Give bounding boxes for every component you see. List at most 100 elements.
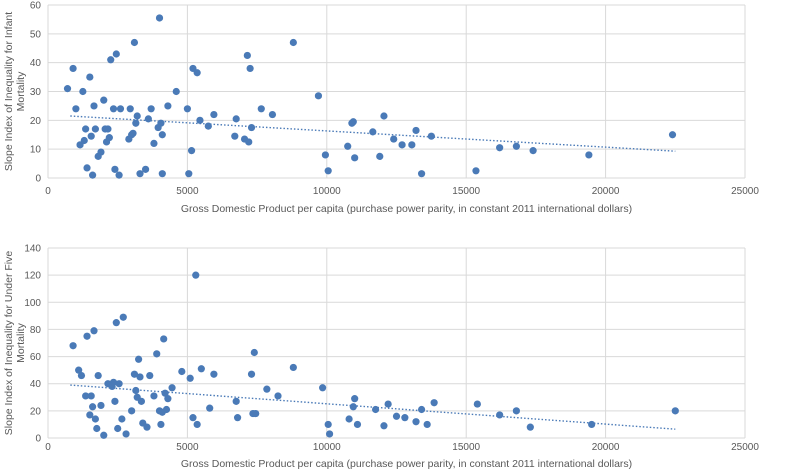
y-tick-label: 120 (24, 271, 41, 282)
data-point (109, 105, 118, 113)
data-point (268, 110, 277, 119)
y-tick-label: 80 (30, 325, 42, 336)
data-point (93, 424, 101, 433)
y-axis-title-line: Mortality (15, 71, 27, 111)
data-point (143, 423, 151, 431)
data-point (122, 430, 130, 438)
y-axis-title-line: Mortality (15, 322, 27, 362)
y-tick-label: 20 (30, 116, 42, 127)
data-point (324, 167, 332, 175)
data-point (473, 400, 481, 408)
data-point (164, 102, 172, 110)
data-point (178, 367, 186, 376)
data-point (162, 405, 171, 414)
data-point (150, 392, 158, 400)
data-point (104, 125, 112, 133)
data-point (161, 389, 169, 397)
chart-bottom: 0 20 40 60 80 100 120 140 0 5000 10000 15000 20000 25… (3, 244, 759, 471)
data-point (412, 418, 420, 426)
y-axis-title-line: Slope Index of Inequality for Infant (3, 12, 15, 171)
data-point (512, 407, 520, 415)
y-tick-label: 20 (30, 406, 42, 417)
data-point (63, 85, 72, 93)
data-point (107, 56, 115, 64)
x-tick-label: 10000 (313, 186, 341, 197)
y-axis-title: Slope Index of Inequality for InfantMort… (3, 12, 27, 171)
data-point (82, 125, 90, 133)
data-point (668, 131, 677, 139)
y-tick-label: 100 (24, 298, 41, 309)
data-point (189, 414, 197, 422)
y-tick-label: 0 (35, 174, 41, 185)
data-point (97, 148, 105, 156)
data-point (423, 420, 431, 429)
data-point (344, 142, 352, 150)
data-point (135, 355, 143, 363)
data-point (89, 403, 97, 411)
data-point (380, 422, 388, 430)
data-point (197, 365, 205, 373)
data-point (289, 363, 297, 372)
y-axis-title-line: Slope Index of Inequality for Under Five (3, 251, 15, 436)
data-point (72, 105, 80, 113)
data-point (324, 420, 332, 429)
data-point (245, 138, 253, 146)
x-axis-title: Gross Domestic Product per capita (purch… (181, 203, 632, 215)
data-point (82, 392, 90, 400)
data-point (105, 134, 113, 142)
data-point (128, 407, 136, 415)
data-point (90, 327, 98, 335)
y-tick-label: 60 (30, 352, 42, 363)
data-point (136, 373, 144, 381)
data-point (380, 112, 388, 120)
data-point (115, 380, 123, 388)
data-point (376, 152, 384, 160)
data-point (164, 395, 172, 403)
data-point (206, 404, 214, 412)
data-point (130, 370, 139, 378)
data-point (250, 348, 258, 357)
data-point (187, 147, 196, 155)
data-point (100, 431, 108, 439)
data-point (115, 171, 123, 179)
data-point (146, 371, 154, 380)
data-point (119, 313, 127, 321)
data-point (155, 14, 164, 22)
data-point (109, 378, 118, 386)
data-point (150, 139, 158, 147)
data-point (231, 132, 239, 140)
y-tick-label: 140 (24, 244, 41, 255)
data-point (263, 385, 271, 393)
x-tick-label: 25000 (731, 186, 759, 197)
data-point (91, 415, 99, 423)
data-point (172, 87, 180, 96)
data-point (427, 132, 435, 140)
data-point (351, 395, 359, 403)
data-point (83, 164, 91, 172)
data-point (91, 125, 99, 133)
data-point (168, 384, 176, 392)
y-tick-label: 30 (30, 87, 42, 98)
data-point (137, 397, 145, 405)
data-point (247, 123, 256, 132)
y-axis-title: Slope Index of Inequality for Under Five… (3, 251, 27, 436)
data-point (132, 119, 140, 127)
data-point (210, 110, 218, 119)
data-point (69, 342, 77, 350)
data-point (116, 105, 125, 113)
y-tick-label: 40 (30, 58, 42, 69)
data-point (136, 170, 144, 178)
x-tick-label: 15000 (452, 186, 480, 197)
data-point (129, 129, 137, 137)
data-point (118, 415, 126, 423)
x-tick-label: 10000 (313, 442, 341, 453)
data-point (371, 405, 380, 414)
data-point (86, 411, 94, 419)
x-tick-label: 0 (45, 442, 51, 453)
data-point (345, 415, 353, 423)
data-point (252, 409, 260, 418)
x-tick-label: 20000 (592, 186, 620, 197)
data-point (351, 154, 359, 162)
data-point (196, 116, 204, 124)
x-axis-title: Gross Domestic Product per capita (purch… (181, 458, 632, 470)
